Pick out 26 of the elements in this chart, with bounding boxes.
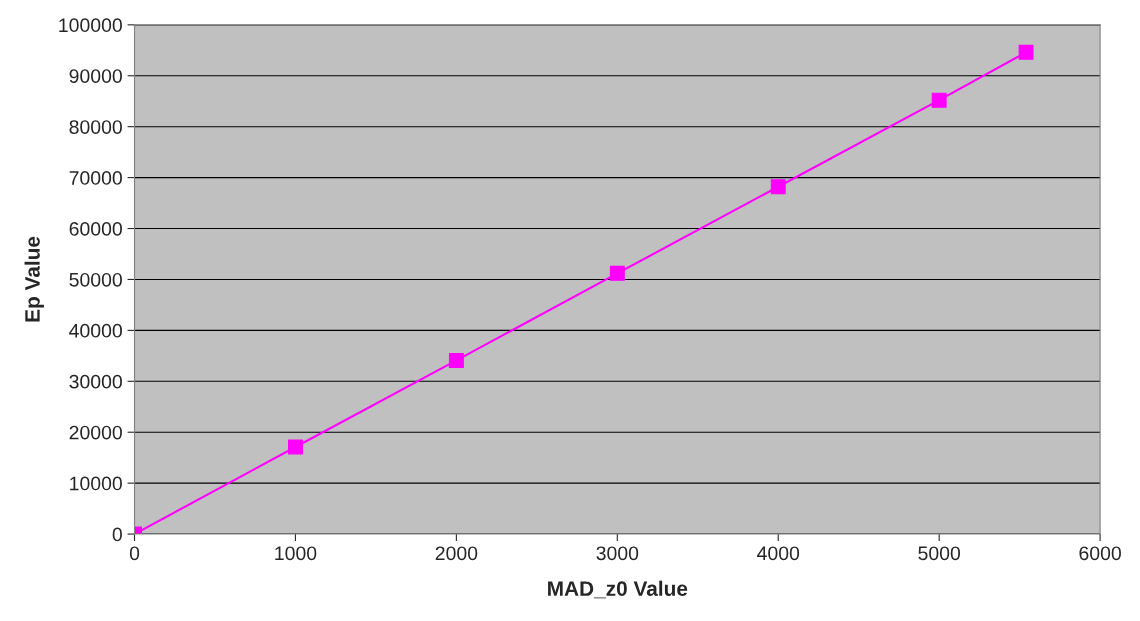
point bbox=[1018, 44, 1034, 60]
y-tick-label: 50000 bbox=[69, 272, 122, 287]
y-tick-label: 30000 bbox=[69, 374, 122, 389]
y-axis-title: Ep Value bbox=[24, 236, 44, 322]
x-axis-title: MAD_z0 Value bbox=[548, 580, 688, 599]
point bbox=[448, 352, 464, 368]
y-tick-label: 20000 bbox=[69, 425, 122, 440]
x-tick-label: 5000 bbox=[918, 546, 961, 561]
point bbox=[609, 265, 625, 281]
x-tick-label: 3000 bbox=[596, 546, 639, 561]
y-tick-label: 90000 bbox=[69, 69, 122, 83]
x-tick-label: 0 bbox=[129, 546, 140, 561]
x-tick-label: 6000 bbox=[1079, 546, 1121, 561]
y-tick-label: 70000 bbox=[69, 171, 122, 185]
y-tick-label: 10000 bbox=[70, 476, 122, 491]
point bbox=[287, 439, 303, 455]
point bbox=[770, 179, 786, 195]
x-tick-label: 4000 bbox=[757, 546, 800, 561]
y-tick-label: 0 bbox=[112, 527, 122, 542]
x-tick-label: 1000 bbox=[275, 546, 317, 561]
y-tick-label: 100000 bbox=[59, 18, 122, 33]
y-tick-label: 60000 bbox=[69, 222, 122, 236]
point bbox=[931, 92, 947, 108]
y-tick-label: 80000 bbox=[69, 120, 122, 134]
y-tick-label: 40000 bbox=[69, 323, 122, 338]
x-tick-label: 2000 bbox=[435, 546, 478, 561]
